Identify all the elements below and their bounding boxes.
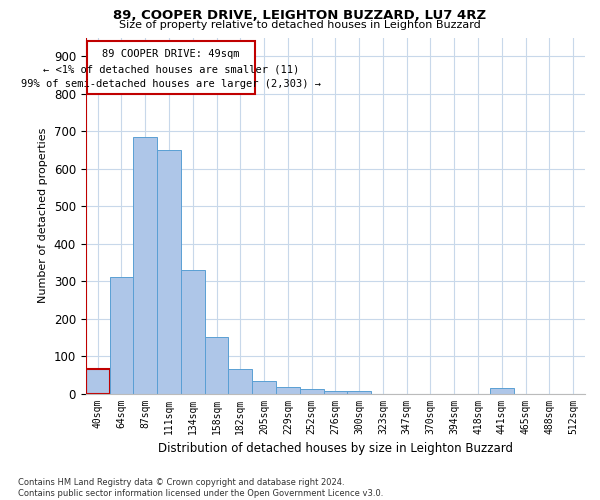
Bar (181, 270, 205, 394)
Text: 99% of semi-detached houses are larger (2,303) →: 99% of semi-detached houses are larger (… (21, 80, 321, 90)
Bar (490, 388, 514, 394)
Text: Size of property relative to detached houses in Leighton Buzzard: Size of property relative to detached ho… (119, 20, 481, 30)
Bar (323, 390, 347, 394)
Bar (300, 389, 323, 394)
Text: 89, COOPER DRIVE, LEIGHTON BUZZARD, LU7 4RZ: 89, COOPER DRIVE, LEIGHTON BUZZARD, LU7 … (113, 9, 487, 22)
Bar (86, 369, 110, 394)
X-axis label: Distribution of detached houses by size in Leighton Buzzard: Distribution of detached houses by size … (158, 442, 513, 455)
Bar (205, 338, 229, 394)
Bar (110, 278, 133, 394)
Bar (133, 137, 157, 394)
Bar (157, 150, 181, 394)
Bar (229, 369, 252, 394)
FancyBboxPatch shape (87, 41, 254, 94)
Bar (276, 387, 300, 394)
Bar (252, 381, 276, 394)
Text: 89 COOPER DRIVE: 49sqm: 89 COOPER DRIVE: 49sqm (102, 49, 239, 59)
Text: ← <1% of detached houses are smaller (11): ← <1% of detached houses are smaller (11… (43, 64, 299, 74)
Y-axis label: Number of detached properties: Number of detached properties (38, 128, 49, 303)
Bar (347, 390, 371, 394)
Text: Contains HM Land Registry data © Crown copyright and database right 2024.
Contai: Contains HM Land Registry data © Crown c… (18, 478, 383, 498)
